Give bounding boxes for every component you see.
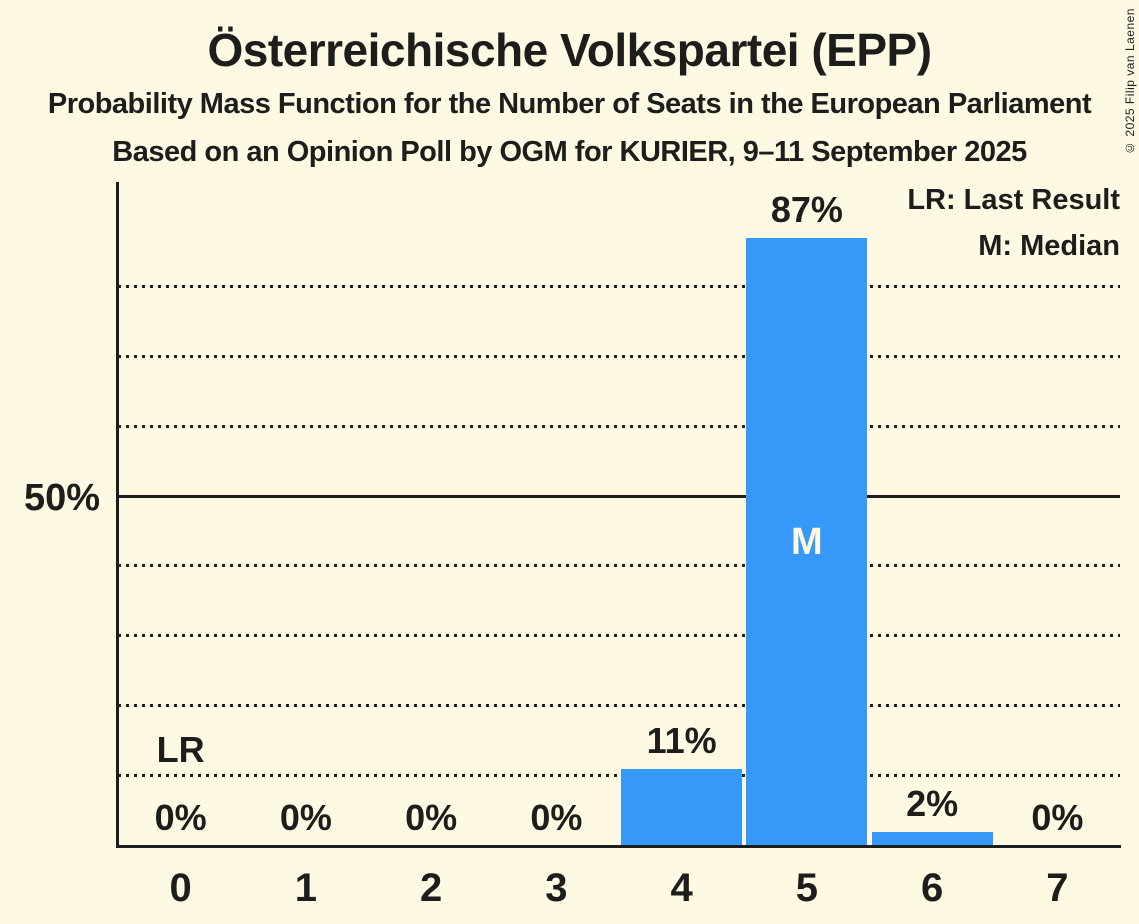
x-tick-4: 4 (670, 866, 693, 910)
value-label-seat-0: 0% (154, 797, 207, 838)
median-marker-label: M (791, 520, 823, 563)
value-label-seat-7: 0% (1031, 797, 1084, 838)
value-label-seat-3: 0% (530, 797, 583, 838)
gridline-10pct (118, 774, 1120, 778)
page-title: Österreichische Volkspartei (EPP) (207, 24, 932, 76)
last-result-marker-label: LR (156, 729, 205, 771)
x-tick-7: 7 (1046, 866, 1069, 910)
value-label-seat-4: 11% (646, 720, 717, 762)
gridline-40pct (118, 564, 1120, 568)
x-axis-line (116, 845, 1121, 848)
gridline-20pct (118, 704, 1120, 708)
chart-source-subtitle: Based on an Opinion Poll by OGM for KURI… (112, 136, 1027, 168)
y-axis-line (116, 182, 119, 846)
legend-last-result: LR: Last Result (907, 184, 1120, 216)
value-label-seat-1: 0% (279, 797, 332, 838)
x-tick-6: 6 (921, 866, 944, 910)
legend-median: M: Median (978, 230, 1120, 262)
gridline-30pct (118, 634, 1120, 638)
gridline-70pct (118, 354, 1120, 358)
x-tick-5: 5 (795, 866, 818, 910)
value-label-seat-2: 0% (405, 797, 458, 838)
bar-seat-4 (621, 769, 743, 846)
x-tick-1: 1 (294, 866, 317, 910)
gridline-60pct (118, 424, 1120, 428)
x-tick-2: 2 (420, 866, 443, 910)
gridline-80pct (118, 284, 1120, 288)
y-axis-tick-label: 50% (23, 477, 100, 519)
value-label-seat-5: 87% (770, 188, 843, 230)
x-tick-0: 0 (169, 866, 192, 910)
value-label-seat-6: 2% (906, 783, 959, 825)
copyright-notice: © 2025 Filip van Laenen (1123, 8, 1137, 155)
gridline-50pct-solid (118, 494, 1120, 498)
chart-subtitle: Probability Mass Function for the Number… (47, 88, 1092, 120)
bar-seat-5 (746, 237, 868, 846)
bar-seat-6 (871, 832, 993, 846)
x-tick-3: 3 (545, 866, 568, 910)
plot-area: 0% 0% 0% 0% 11% 87% 2% 0% LR M (118, 182, 1120, 846)
